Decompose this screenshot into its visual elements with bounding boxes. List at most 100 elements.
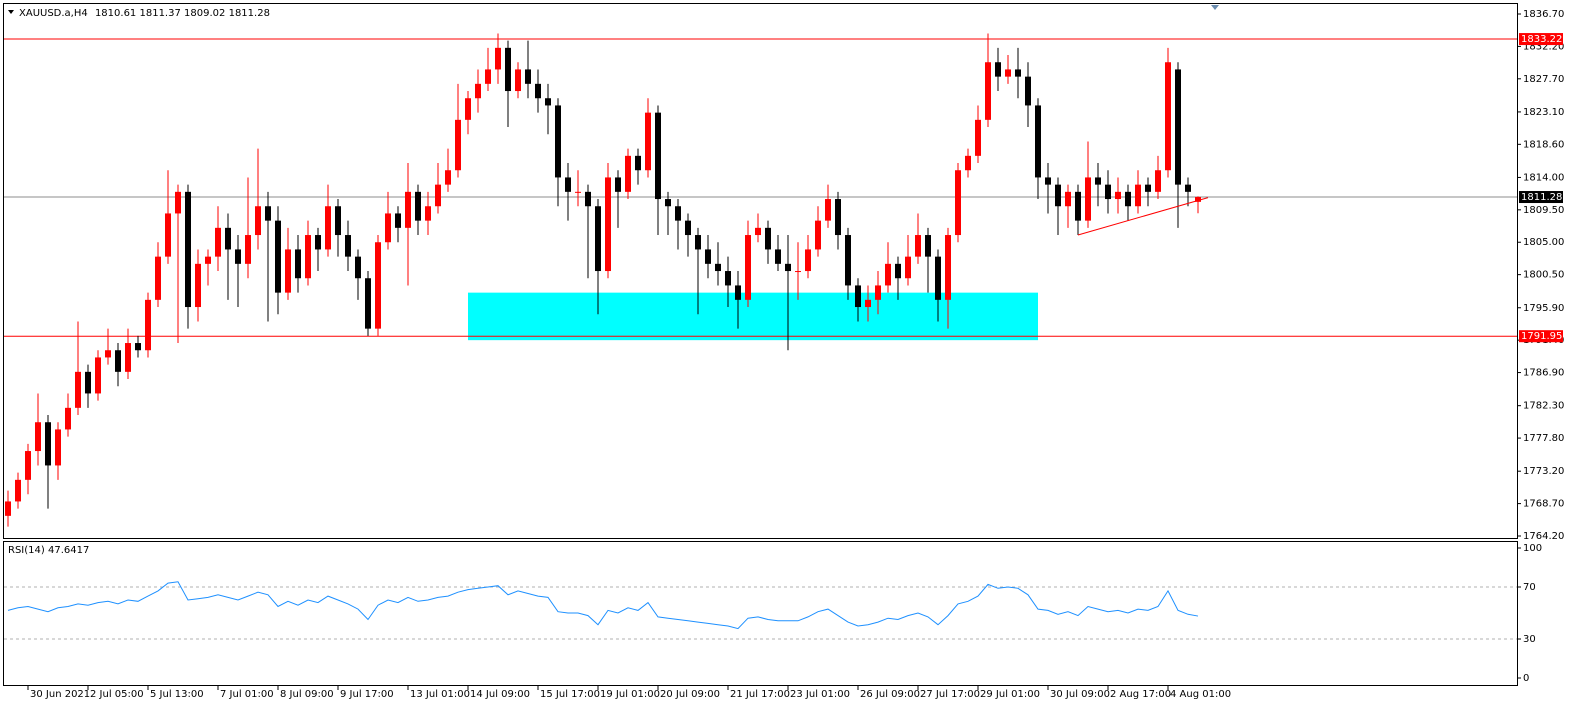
candle-body — [645, 112, 651, 171]
y-tick-label: 1818.60 — [1523, 139, 1564, 150]
candle-body — [335, 206, 341, 236]
candle-body — [205, 256, 211, 264]
x-tick-label: 30 Jul 09:00 — [1050, 689, 1110, 700]
candle-body — [495, 47, 501, 70]
candle-body — [35, 422, 41, 452]
candle-body — [725, 271, 731, 286]
candle-body — [445, 170, 451, 185]
rsi-tick-label: 30 — [1523, 634, 1536, 645]
candle-body — [935, 256, 941, 300]
candle-body — [1045, 177, 1051, 185]
y-tick-label: 1795.90 — [1523, 303, 1564, 314]
x-tick-label: 2 Jul 05:00 — [90, 689, 144, 700]
candle-body — [575, 191, 581, 193]
candle-body — [955, 170, 961, 236]
support-zone — [468, 292, 1038, 341]
shift-marker — [1211, 5, 1219, 10]
candle-body — [75, 371, 81, 408]
rsi-value: 47.6417 — [48, 545, 89, 556]
x-tick-label: 21 Jul 17:00 — [730, 689, 790, 700]
x-tick-label: 20 Jul 09:00 — [660, 689, 720, 700]
price-level-label: 1833.22 — [1521, 34, 1562, 45]
candle-body — [345, 235, 351, 257]
candle-body — [375, 242, 381, 329]
y-tick-label: 1827.70 — [1523, 74, 1564, 85]
y-tick-label: 1786.90 — [1523, 368, 1564, 379]
candle-body — [225, 227, 231, 250]
candle-body — [965, 155, 971, 171]
price-panel — [3, 3, 1518, 539]
candle-body — [865, 299, 871, 308]
y-tick-label: 1809.50 — [1523, 205, 1564, 216]
y-tick-label: 1777.80 — [1523, 433, 1564, 444]
price-level-label: 1811.28 — [1521, 192, 1562, 203]
candle-body — [245, 235, 251, 264]
candle-body — [555, 105, 561, 178]
candle-body — [15, 479, 21, 502]
candle-body — [845, 235, 851, 286]
y-tick-label: 1800.50 — [1523, 270, 1564, 281]
candle-body — [1035, 105, 1041, 178]
candle-body — [435, 184, 441, 207]
candle-body — [455, 119, 461, 171]
candle-body — [1015, 69, 1021, 77]
candle-body — [405, 191, 411, 228]
x-tick-label: 15 Jul 17:00 — [540, 689, 600, 700]
candle-body — [705, 249, 711, 264]
candle-body — [475, 83, 481, 99]
y-tick-label: 1805.00 — [1523, 237, 1564, 248]
candle-body — [1175, 69, 1181, 185]
candle-body — [1005, 69, 1011, 77]
x-tick-label: 30 Jun 2021 — [30, 689, 90, 700]
candle-body — [1185, 184, 1191, 192]
rsi-line — [7, 581, 1199, 630]
candle-body — [505, 47, 511, 92]
candle-body — [695, 235, 701, 250]
candle-body — [825, 199, 831, 221]
rsi-tick-label: 70 — [1523, 582, 1536, 593]
candle-body — [685, 220, 691, 236]
rsi-name: RSI(14) — [8, 545, 45, 556]
x-tick-label: 4 Aug 01:00 — [1170, 689, 1231, 700]
candle-body — [755, 227, 761, 236]
rsi-panel — [3, 541, 1518, 686]
candle-body — [185, 191, 191, 308]
candle-body — [1025, 76, 1031, 106]
y-tick-label: 1836.70 — [1523, 9, 1564, 20]
candle-body — [795, 271, 801, 273]
candle-body — [145, 299, 151, 351]
candle-body — [105, 350, 111, 358]
trendline — [1077, 197, 1209, 236]
candle-body — [65, 407, 71, 430]
candle-body — [255, 206, 261, 236]
candle-body — [635, 155, 641, 171]
rsi-header: RSI(14) 47.6417 — [8, 545, 89, 556]
candle-body — [1085, 177, 1091, 221]
candle-body — [1165, 62, 1171, 171]
candle-body — [295, 249, 301, 279]
y-tick-label: 1814.00 — [1523, 172, 1564, 183]
candle-body — [585, 191, 591, 207]
candle-body — [995, 62, 1001, 77]
x-tick-label: 14 Jul 09:00 — [470, 689, 530, 700]
candle-body — [155, 256, 161, 300]
candle-body — [415, 191, 421, 221]
candle-body — [545, 98, 551, 106]
candle-body — [805, 249, 811, 272]
candle-body — [135, 343, 141, 351]
candle-body — [395, 213, 401, 228]
y-tick-label: 1764.20 — [1523, 531, 1564, 542]
chart-header: XAUUSD.a,H4 1810.61 1811.37 1809.02 1811… — [19, 8, 270, 19]
candle-body — [25, 451, 31, 480]
x-tick-label: 9 Jul 17:00 — [340, 689, 394, 700]
candle-body — [715, 263, 721, 272]
candle-body — [5, 501, 11, 516]
candle-body — [835, 199, 841, 236]
candle-body — [775, 249, 781, 264]
candle-body — [925, 235, 931, 257]
candle-body — [905, 256, 911, 279]
candle-body — [95, 357, 101, 394]
candle-body — [215, 227, 221, 257]
